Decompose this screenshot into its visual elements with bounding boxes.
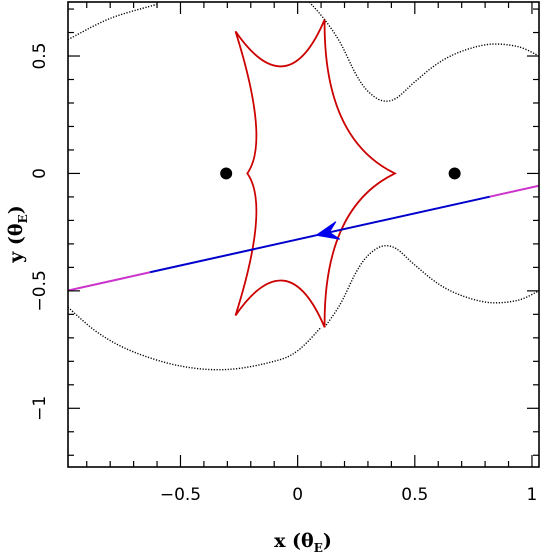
x-axis-label: x (θE) <box>274 530 332 555</box>
critical-curve-inner-lower <box>324 244 539 328</box>
x-tick-label: 0.5 <box>401 485 428 505</box>
trajectory-outer-left <box>68 271 151 292</box>
trajectory-outer-right <box>489 184 539 198</box>
critical-curve-outer-upper <box>68 3 158 41</box>
axis-ticks: −0.5 0 0.5 1 0.5 0 −0.5 −1 <box>30 2 539 505</box>
x-tick-label: −0.5 <box>160 485 201 505</box>
x-tick-label: 1 <box>527 485 538 505</box>
critical-curve-inner-upper <box>308 2 539 102</box>
y-tick-label: −1 <box>30 396 50 421</box>
y-tick-label: 0.5 <box>30 42 50 69</box>
critical-curve-outer-lower <box>68 306 322 371</box>
x-tick-label: 0 <box>292 485 303 505</box>
y-tick-label: −0.5 <box>30 270 50 311</box>
trajectory-arrow <box>315 221 341 240</box>
y-axis-label: y (θE) <box>5 205 30 263</box>
caustic-curve <box>234 19 397 328</box>
lens-point <box>448 167 461 180</box>
plot-area <box>68 2 539 371</box>
y-tick-label: 0 <box>30 168 50 179</box>
plot-frame <box>67 1 540 468</box>
lens-point <box>220 167 233 180</box>
